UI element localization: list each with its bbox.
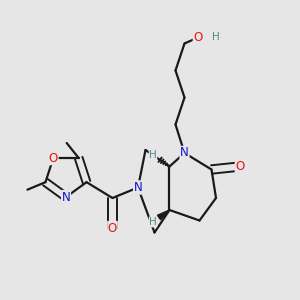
Text: N: N: [180, 146, 189, 160]
Polygon shape: [158, 210, 169, 220]
Text: H: H: [149, 217, 157, 227]
Text: H: H: [212, 32, 220, 43]
Text: N: N: [134, 181, 142, 194]
Text: O: O: [108, 221, 117, 235]
Text: O: O: [49, 152, 58, 164]
Text: H: H: [149, 149, 157, 160]
Text: O: O: [236, 160, 244, 173]
Text: N: N: [61, 190, 70, 204]
Text: O: O: [194, 31, 202, 44]
